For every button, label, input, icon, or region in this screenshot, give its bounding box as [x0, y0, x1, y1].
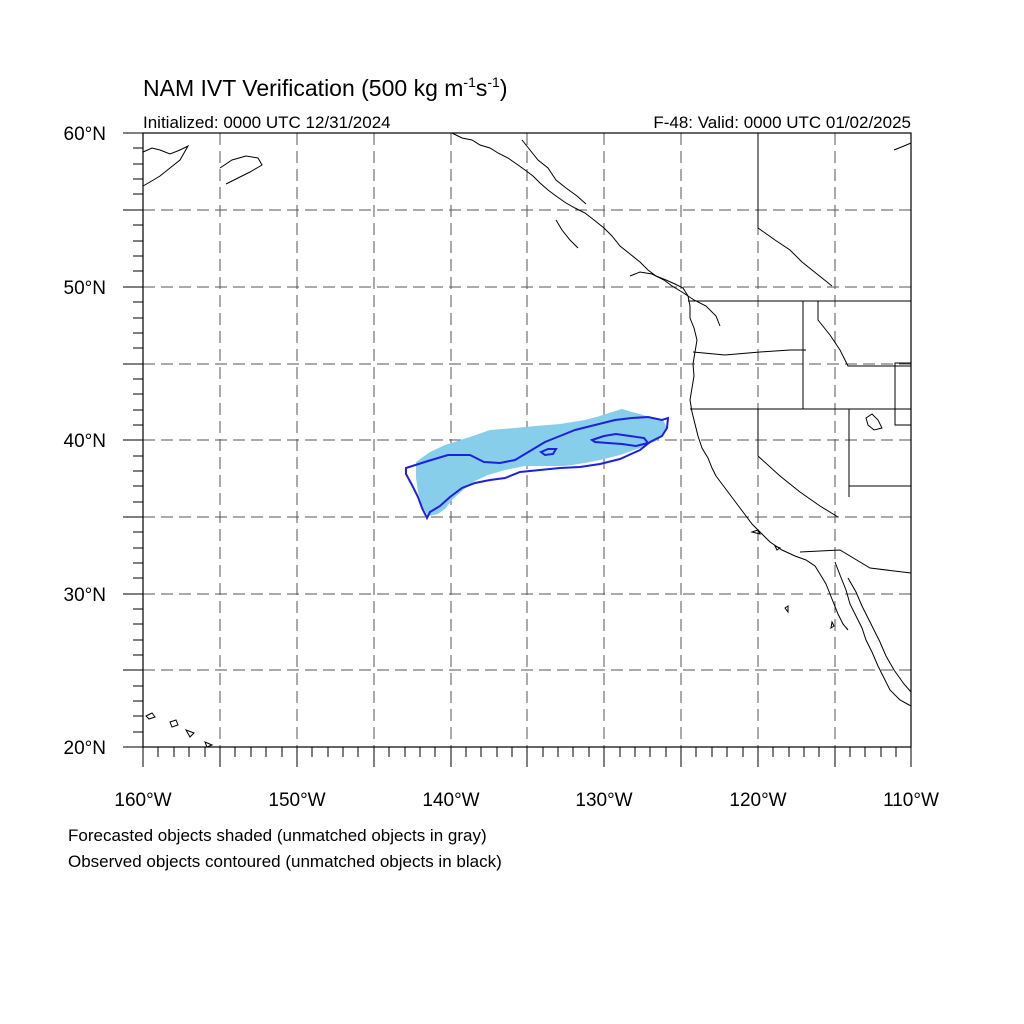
lon-label-130w: 130°W [575, 790, 632, 811]
valid-label: F-48: Valid: 0000 UTC 01/02/2025 [653, 113, 911, 132]
lon-label-160w: 160°W [114, 790, 171, 811]
footnote-observed: Observed objects contoured (unmatched ob… [68, 852, 502, 871]
lon-label-110w: 110°W [883, 790, 939, 811]
lon-labels: 160°W 150°W 140°W 130°W 120°W 110°W [114, 790, 939, 811]
lat-label-40n: 40°N [64, 431, 106, 452]
lat-label-30n: 30°N [64, 585, 106, 606]
forecast-object-shaded [416, 409, 667, 516]
lon-label-150w: 150°W [268, 790, 325, 811]
footnote-forecast: Forecasted objects shaded (unmatched obj… [68, 826, 487, 845]
lat-label-50n: 50°N [64, 278, 106, 299]
lat-label-60n: 60°N [64, 124, 106, 145]
initialized-label: Initialized: 0000 UTC 12/31/2024 [143, 113, 391, 132]
political-borders [688, 133, 912, 574]
lon-label-140w: 140°W [422, 790, 479, 811]
lon-label-120w: 120°W [729, 790, 786, 811]
tick-marks [123, 132, 912, 767]
observed-object-contour [405, 415, 670, 521]
lat-labels: 60°N 50°N 40°N 30°N 20°N [64, 124, 106, 759]
coastlines [142, 132, 912, 748]
lat-label-20n: 20°N [64, 738, 106, 759]
figure-title: NAM IVT Verification (500 kg m-1s-1) [143, 74, 508, 101]
